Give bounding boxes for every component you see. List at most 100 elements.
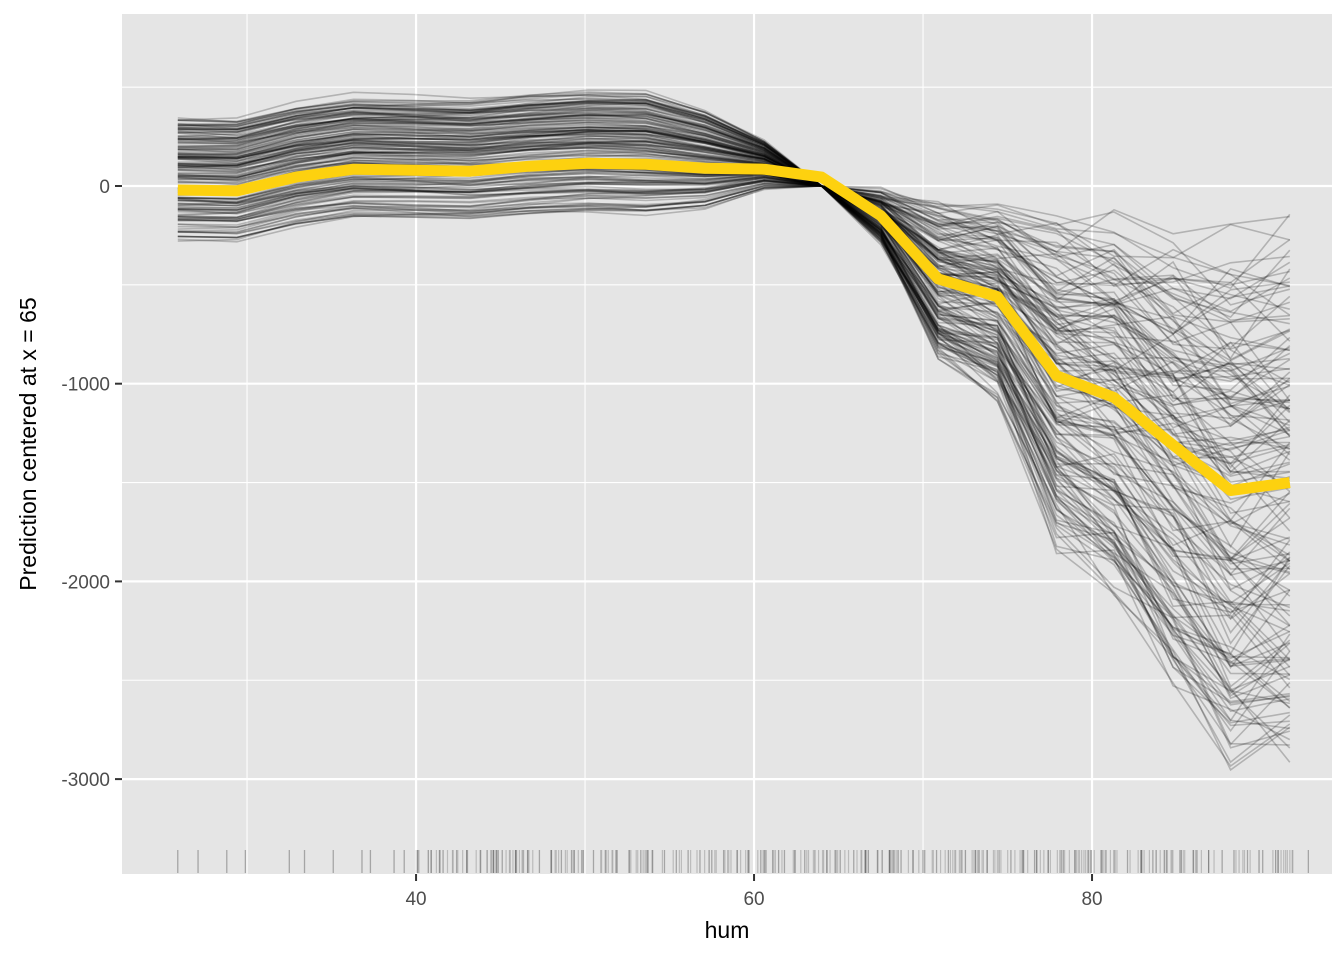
ice-line — [177, 117, 1291, 350]
ice-line — [177, 182, 1291, 560]
ice-line — [177, 119, 1291, 306]
ice-line — [177, 146, 1290, 606]
average-line-group — [177, 157, 1291, 496]
ice-line — [177, 181, 1291, 733]
ice-line — [177, 100, 1291, 428]
ice-line — [177, 129, 1290, 410]
ice-line — [177, 176, 1291, 633]
y-axis-title: Prediction centered at x = 65 — [15, 297, 41, 590]
ice-line — [177, 185, 1290, 484]
ice-line — [177, 126, 1291, 300]
ice-line — [177, 185, 1291, 627]
ice-line — [177, 142, 1291, 361]
ice-line — [177, 128, 1291, 427]
ice-line — [177, 134, 1291, 469]
ice-line — [177, 111, 1291, 259]
ice-line — [177, 178, 1291, 473]
ice-line — [177, 179, 1291, 681]
ice-line — [177, 123, 1290, 473]
ice-line — [177, 176, 1291, 349]
ice-line — [177, 152, 1290, 335]
ice-line — [177, 180, 1290, 575]
ice-line — [177, 128, 1291, 342]
ice-line — [177, 107, 1291, 413]
ice-line — [177, 172, 1291, 764]
ice-line — [177, 140, 1290, 493]
ice-line — [177, 147, 1291, 634]
ice-line — [177, 173, 1291, 450]
ice-line — [177, 141, 1290, 450]
y-tick-label: -3000 — [61, 770, 110, 791]
ice-line — [177, 101, 1291, 316]
y-axis: 0 -1000 -2000 -3000 — [61, 177, 122, 791]
ice-lines — [177, 89, 1291, 772]
ice-line — [177, 111, 1290, 325]
ice-line — [177, 100, 1291, 613]
ice-line — [177, 135, 1290, 458]
ice-line — [177, 146, 1290, 501]
ice-line — [177, 175, 1290, 727]
ice-line — [177, 140, 1291, 488]
ice-line — [177, 106, 1290, 322]
ice-line — [177, 137, 1291, 562]
ice-line — [177, 182, 1291, 447]
ice-line — [177, 141, 1291, 746]
ice-line — [177, 141, 1291, 391]
ice-line — [177, 98, 1291, 591]
ice-line — [177, 151, 1291, 656]
ice-line — [177, 179, 1290, 336]
ice-line — [177, 114, 1291, 526]
ice-line — [177, 102, 1290, 253]
ice-line — [177, 101, 1291, 604]
ice-line — [177, 178, 1290, 310]
ice-line — [177, 144, 1291, 700]
ice-line — [177, 102, 1291, 398]
ice-line — [177, 177, 1290, 429]
ice-line — [177, 134, 1291, 615]
ice-line — [177, 173, 1291, 437]
ice-line — [177, 149, 1291, 660]
ice-line — [177, 175, 1291, 522]
ice-line — [177, 97, 1290, 442]
ice-line — [177, 118, 1291, 709]
ice-line — [177, 94, 1291, 290]
ice-line — [177, 93, 1291, 664]
ice-line — [177, 163, 1291, 360]
ice-line — [177, 103, 1291, 561]
ice-line — [177, 130, 1290, 514]
ice-line — [177, 150, 1291, 420]
ice-line — [177, 129, 1291, 451]
ice-line — [177, 109, 1291, 574]
ice-line — [177, 179, 1291, 313]
ice-line — [177, 121, 1290, 287]
ice-line — [177, 185, 1291, 532]
ice-line — [177, 113, 1291, 437]
ice-line — [177, 102, 1291, 503]
ice-line — [177, 91, 1290, 406]
ice-line — [177, 99, 1290, 570]
ice-line — [177, 132, 1290, 713]
ice-line — [177, 172, 1290, 393]
ice-line — [177, 142, 1291, 324]
ice-line — [177, 119, 1291, 424]
ice-line — [177, 134, 1291, 384]
y-tick-label: -2000 — [61, 572, 110, 593]
ice-line — [177, 110, 1291, 362]
ice-line — [177, 121, 1291, 749]
ice-line — [177, 175, 1291, 768]
ice-line — [177, 129, 1291, 652]
ice-line — [177, 126, 1291, 546]
x-axis-title: hum — [705, 917, 750, 943]
ice-line — [177, 185, 1291, 749]
ice-line — [177, 113, 1291, 386]
ice-line — [177, 137, 1290, 704]
x-tick-label: 80 — [1081, 889, 1102, 910]
ice-line — [177, 99, 1290, 667]
ice-line — [177, 126, 1291, 670]
ice-line — [177, 185, 1290, 286]
x-tick-label: 40 — [405, 889, 426, 910]
ice-line — [177, 124, 1291, 772]
ice-line — [177, 177, 1291, 383]
ice-line — [177, 102, 1290, 665]
ice-line — [177, 98, 1291, 626]
